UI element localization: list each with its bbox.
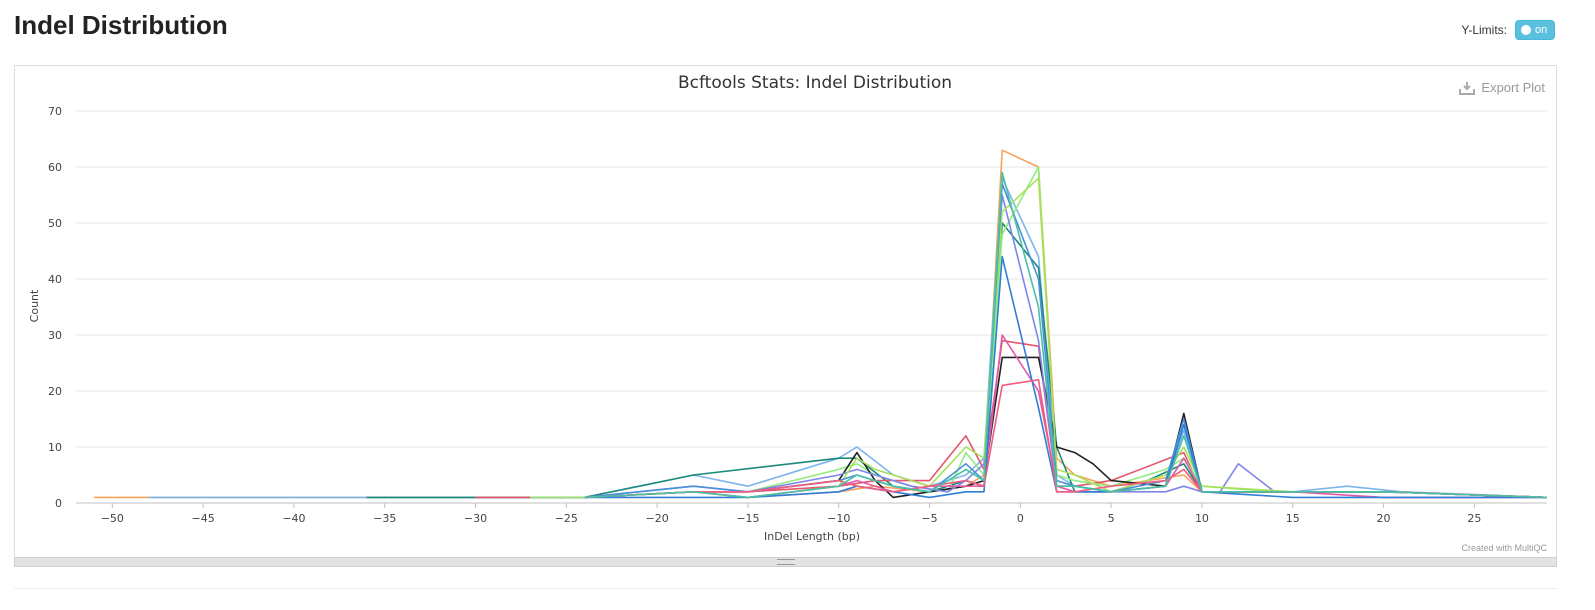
x-tick-label: −50 [101, 512, 124, 525]
x-tick-label: 0 [1017, 512, 1024, 525]
series-line[interactable] [584, 379, 1548, 499]
x-tick-label: −10 [827, 512, 850, 525]
x-tick-labels: −50 −45 −40 −35 −30 −25 −20 −15 −10 −5 0 5 10 15 20 25 [101, 503, 1481, 525]
series-line[interactable] [584, 334, 1548, 499]
toggle-label: on [1535, 24, 1548, 36]
series-line[interactable] [366, 222, 1548, 499]
grid-lines [76, 110, 1547, 504]
x-tick-label: −30 [464, 512, 487, 525]
series-line[interactable] [584, 255, 1548, 499]
x-tick-label: −35 [373, 512, 396, 525]
x-tick-label: 25 [1467, 512, 1481, 525]
series-line[interactable] [584, 171, 1548, 499]
plot-resize-handle[interactable] [14, 557, 1557, 567]
export-plot-label: Export Plot [1481, 80, 1545, 95]
y-tick-label: 60 [48, 161, 62, 174]
y-tick-label: 10 [48, 441, 62, 454]
x-tick-label: 20 [1377, 512, 1391, 525]
y-limits-label: Y-Limits: [1461, 23, 1507, 37]
series-lines [94, 149, 1548, 499]
x-tick-label: 15 [1286, 512, 1300, 525]
download-icon [1459, 81, 1476, 95]
section-divider [14, 588, 1557, 589]
x-tick-label: −25 [555, 512, 578, 525]
page-title: Indel Distribution [14, 10, 228, 40]
series-line[interactable] [530, 166, 1548, 499]
series-line[interactable] [94, 149, 1548, 499]
chart-title: Bcftools Stats: Indel Distribution [678, 73, 952, 93]
x-tick-label: 5 [1108, 512, 1115, 525]
x-tick-label: −40 [282, 512, 305, 525]
y-tick-label: 40 [48, 273, 62, 286]
y-tick-label: 30 [48, 329, 62, 342]
y-axis-label: Count [28, 289, 41, 322]
resize-grip-icon [776, 559, 795, 565]
series-line[interactable] [584, 194, 1548, 499]
multiqc-credit: Created with MultiQC [1461, 543, 1547, 553]
x-tick-label: −20 [646, 512, 669, 525]
y-tick-label: 50 [48, 217, 62, 230]
x-tick-label: −5 [921, 512, 937, 525]
y-tick-label: 0 [55, 497, 62, 510]
series-line[interactable] [475, 339, 1548, 499]
x-tick-label: 10 [1195, 512, 1209, 525]
x-tick-label: −15 [736, 512, 759, 525]
y-limits-control: Y-Limits: on [1461, 20, 1555, 40]
export-plot-button[interactable]: Export Plot [1459, 80, 1545, 95]
y-tick-labels: 0 10 20 30 40 50 60 70 [48, 105, 62, 510]
y-limits-toggle[interactable]: on [1515, 20, 1555, 40]
series-line[interactable] [148, 177, 1548, 499]
y-tick-label: 20 [48, 385, 62, 398]
x-tick-label: −45 [192, 512, 215, 525]
y-tick-label: 70 [48, 105, 62, 118]
series-line[interactable] [584, 356, 1548, 499]
x-axis-label: InDel Length (bp) [764, 530, 860, 543]
toggle-knob [1521, 25, 1531, 35]
